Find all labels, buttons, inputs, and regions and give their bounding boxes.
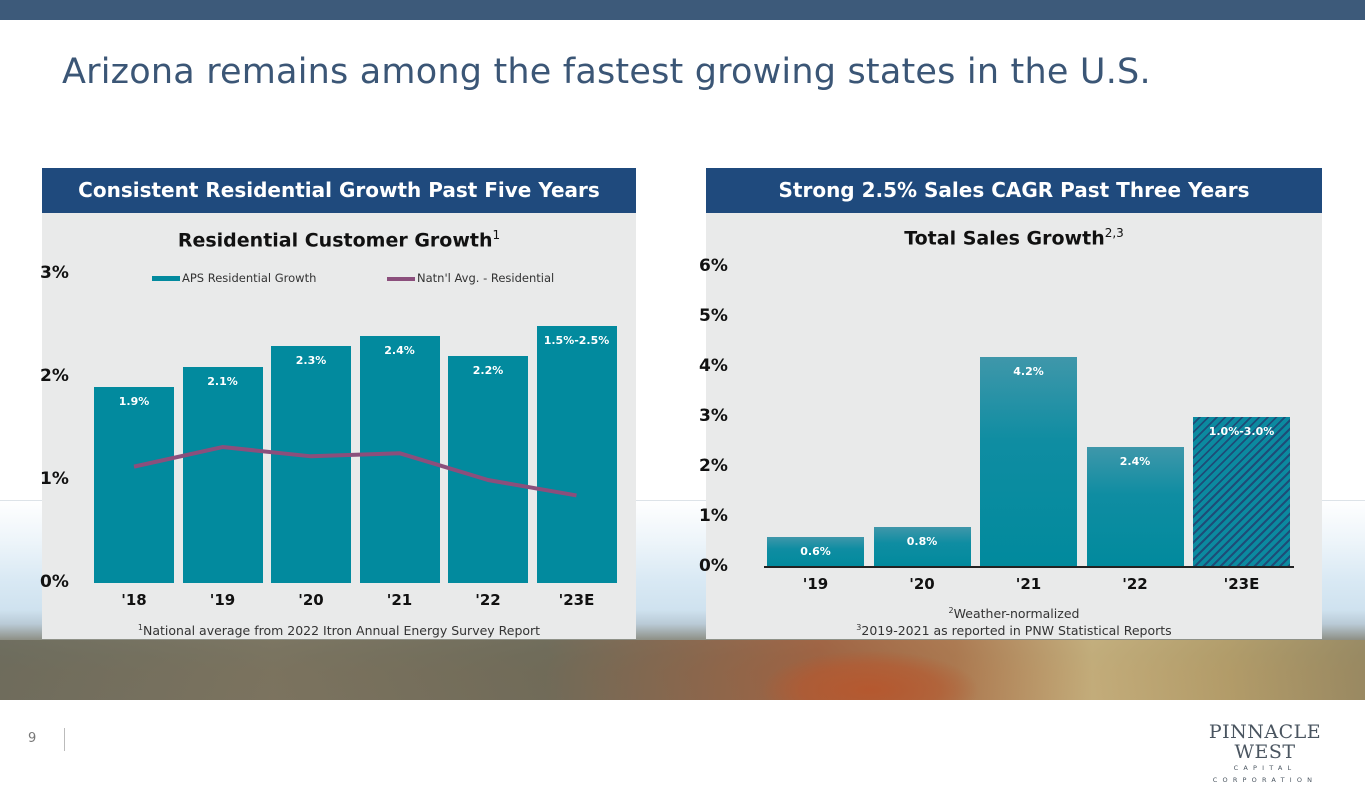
- bar-value-label: 0.6%: [767, 545, 864, 558]
- background-red-rocks: [760, 650, 980, 700]
- footnote-text: 2019-2021 as reported in PNW Statistical…: [861, 623, 1171, 638]
- bar-23E: [1193, 417, 1290, 567]
- bar-value-label: 1.0%-3.0%: [1193, 425, 1290, 438]
- y-tick-label: 2%: [699, 456, 728, 476]
- footnote: 2Weather-normalized: [706, 606, 1322, 621]
- national-average-line: [134, 447, 577, 495]
- logo-subtitle: CAPITAL CORPORATION: [1190, 762, 1340, 786]
- national-average-line-chart: [42, 168, 636, 639]
- page-number: 9: [28, 731, 36, 746]
- page-title: Arizona remains among the fastest growin…: [62, 52, 1151, 92]
- footnote: 32019-2021 as reported in PNW Statistica…: [706, 623, 1322, 638]
- residential-growth-panel: Consistent Residential Growth Past Five …: [42, 168, 636, 639]
- y-tick-label: 1%: [699, 506, 728, 526]
- footer-divider: [64, 728, 65, 751]
- bar-value-label: 0.8%: [874, 535, 971, 548]
- company-logo: PINNACLE WEST CAPITAL CORPORATION: [1190, 722, 1340, 786]
- y-tick-label: 5%: [699, 306, 728, 326]
- logo-wordmark: PINNACLE WEST: [1190, 722, 1340, 762]
- x-tick-label: '21: [989, 575, 1069, 593]
- chart-title: Total Sales Growth2,3: [706, 226, 1322, 249]
- x-tick-label: '23E: [1202, 575, 1282, 593]
- chart-title-footnote-marker: 2,3: [1105, 226, 1124, 240]
- bar-value-label: 2.4%: [1087, 455, 1184, 468]
- bar-value-label: 4.2%: [980, 365, 1077, 378]
- sales-growth-panel: Strong 2.5% Sales CAGR Past Three Years …: [706, 168, 1322, 639]
- y-tick-label: 4%: [699, 356, 728, 376]
- y-tick-label: 3%: [699, 406, 728, 426]
- top-banner: [0, 0, 1365, 20]
- x-tick-label: '20: [882, 575, 962, 593]
- background-landscape-ground: [0, 640, 1365, 700]
- chart-title-text: Total Sales Growth: [904, 227, 1105, 249]
- footnote-text: Weather-normalized: [954, 606, 1080, 621]
- x-axis-line: [764, 566, 1294, 568]
- x-tick-label: '22: [1095, 575, 1175, 593]
- x-tick-label: '19: [776, 575, 856, 593]
- y-tick-label: 0%: [699, 556, 728, 576]
- bar-21: [980, 357, 1077, 567]
- panel-header: Strong 2.5% Sales CAGR Past Three Years: [706, 168, 1322, 213]
- y-tick-label: 6%: [699, 256, 728, 276]
